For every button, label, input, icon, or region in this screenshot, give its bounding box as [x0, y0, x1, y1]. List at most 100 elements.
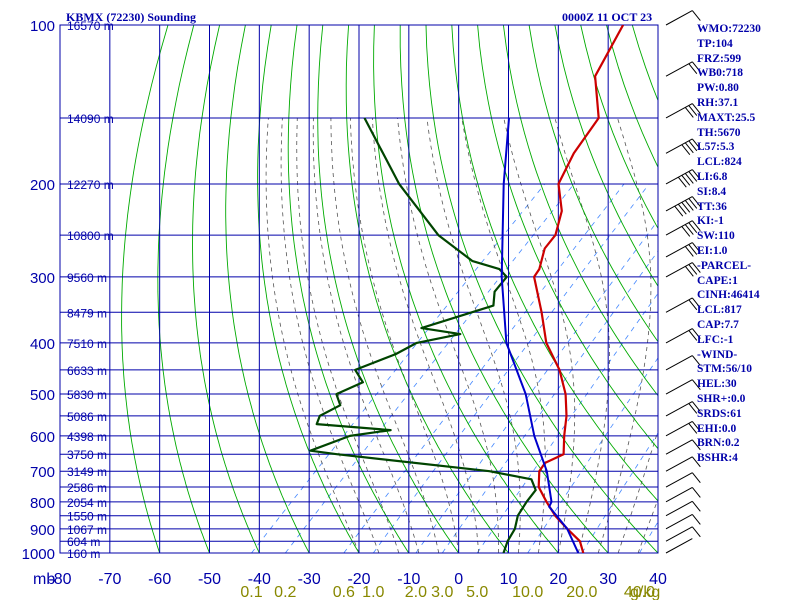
wind-barb-flag [681, 226, 691, 237]
temperature-trace [532, 25, 625, 553]
wind-barb-flag [691, 169, 701, 180]
height-label: 5086 m [67, 410, 107, 424]
stat-line: EHI:0.0 [697, 422, 737, 435]
stat-line: FRZ:599 [697, 52, 742, 65]
mixing-ratio-label: 40.0 [624, 584, 655, 600]
mixing-ratio-line [251, 183, 546, 553]
temperature-tick-label: -70 [98, 571, 121, 588]
wind-barb [665, 421, 701, 437]
wind-barb-staff [665, 138, 693, 154]
wind-barb-flag [684, 173, 694, 184]
wind-barb-flag [681, 202, 691, 213]
height-label: 2586 m [67, 481, 107, 495]
wind-barb-staff [665, 487, 693, 503]
wind-barb-flag [691, 355, 701, 366]
moist-adiabat-line [372, 117, 479, 553]
height-label: 6633 m [67, 364, 107, 378]
stat-line: PW:0.80 [697, 82, 739, 95]
stat-line: BRN:0.2 [697, 437, 740, 450]
temperature-tick-label: 0 [454, 571, 463, 588]
wind-barb [665, 138, 701, 156]
wind-barb-staff [665, 421, 693, 437]
wind-barb-staff [665, 61, 693, 77]
wind-barb-staff [665, 514, 693, 530]
wind-barb-staff [665, 538, 693, 554]
wind-barb-flag [691, 514, 701, 525]
mixing-ratio-label: 3.0 [431, 584, 453, 600]
wind-barb-flag [691, 10, 701, 21]
wind-barb-flag [691, 297, 701, 309]
wind-barb-staff [665, 196, 693, 212]
wind-barb [665, 401, 701, 417]
pressure-tick-label: 800 [30, 495, 55, 512]
stat-line: BSHR:4 [697, 452, 738, 465]
moist-adiabat-line [426, 117, 521, 553]
temperature-tick-label: -80 [48, 571, 71, 588]
wind-barb [665, 514, 701, 530]
wind-barb-flag [691, 138, 701, 150]
height-label: 604 m [67, 535, 100, 549]
wind-barb-flag [684, 107, 694, 118]
wind-barb-flag [688, 222, 698, 233]
stat-line: -PARCEL- [697, 259, 752, 272]
height-label: 12270 m [67, 178, 114, 192]
height-label: 2054 m [67, 496, 107, 510]
mixing-ratio-label: 5.0 [466, 584, 488, 600]
stat-line: KI:-1 [697, 215, 724, 228]
moist-adiabat-line [350, 117, 460, 553]
wind-barb-staff [665, 262, 693, 278]
mixing-ratio-label: 0.1 [240, 584, 262, 600]
wind-barb-flag [691, 220, 701, 232]
mixing-ratio-unit-label: g/kg [630, 584, 660, 600]
mixing-ratio-line [372, 183, 650, 553]
stat-line: LFC:-1 [697, 333, 734, 346]
height-label: 3750 m [67, 448, 107, 462]
wind-barb-flag [691, 379, 701, 390]
wind-barb-staff [665, 401, 693, 417]
stat-line: EI:1.0 [697, 244, 728, 257]
stat-line: SHR+:0.0 [697, 392, 746, 405]
temperature-tick-label: 20 [549, 571, 567, 588]
pressure-tick-labels: 100 200 300 400 500 600 700 800 900 1000 [22, 18, 55, 563]
station-title: KBMX (72230) Sounding [66, 10, 196, 24]
stat-line: TH:5670 [697, 126, 741, 139]
wind-barb-staff [665, 526, 693, 542]
stability-indices-panel: WMO:72230 TP:104 FRZ:599 WB0:718 PW:0.80 RH:3… [697, 22, 797, 466]
wind-barb [665, 220, 701, 237]
dewpoint-trace [309, 117, 537, 553]
stat-line: CAP:7.7 [697, 318, 739, 331]
stat-line: SI:8.4 [697, 185, 727, 198]
stat-line: LCL:824 [697, 156, 742, 169]
wind-barb-staff [665, 10, 693, 26]
moist-adiabat-line [312, 117, 420, 553]
sounding-traces [309, 25, 625, 553]
wind-barb [665, 196, 701, 217]
wind-barb-staff [665, 220, 693, 236]
wind-barb-staff [665, 456, 693, 472]
wind-barb [665, 169, 701, 188]
wind-barb-flag [691, 487, 701, 498]
temperature-tick-label: 10 [500, 571, 518, 588]
height-label: 5830 m [67, 388, 107, 402]
mixing-ratio-label: 0.2 [274, 584, 296, 600]
mixing-ratio-label: 0.6 [333, 584, 355, 600]
mixing-ratio-line [284, 183, 575, 553]
wind-barb-flag [688, 244, 698, 255]
wind-barb-flag [691, 501, 701, 512]
height-label: 9560 m [67, 271, 107, 285]
wind-barb-flag [691, 262, 701, 273]
moist-adiabat-line [554, 117, 610, 553]
isotherm-grid [59, 25, 659, 553]
wind-barb-staff [665, 297, 693, 313]
wind-barb-flag [681, 175, 691, 186]
wind-barb-flag [691, 196, 701, 207]
wind-barb [665, 439, 701, 455]
height-label: 10800 m [67, 229, 114, 243]
wind-barbs [665, 10, 701, 554]
wind-barb-flag [688, 403, 698, 414]
stat-line: SW:110 [697, 230, 735, 243]
wind-barb-flag [688, 299, 698, 311]
mixing-ratio-label: 10.0 [512, 584, 543, 600]
height-label: 8479 m [67, 306, 107, 320]
